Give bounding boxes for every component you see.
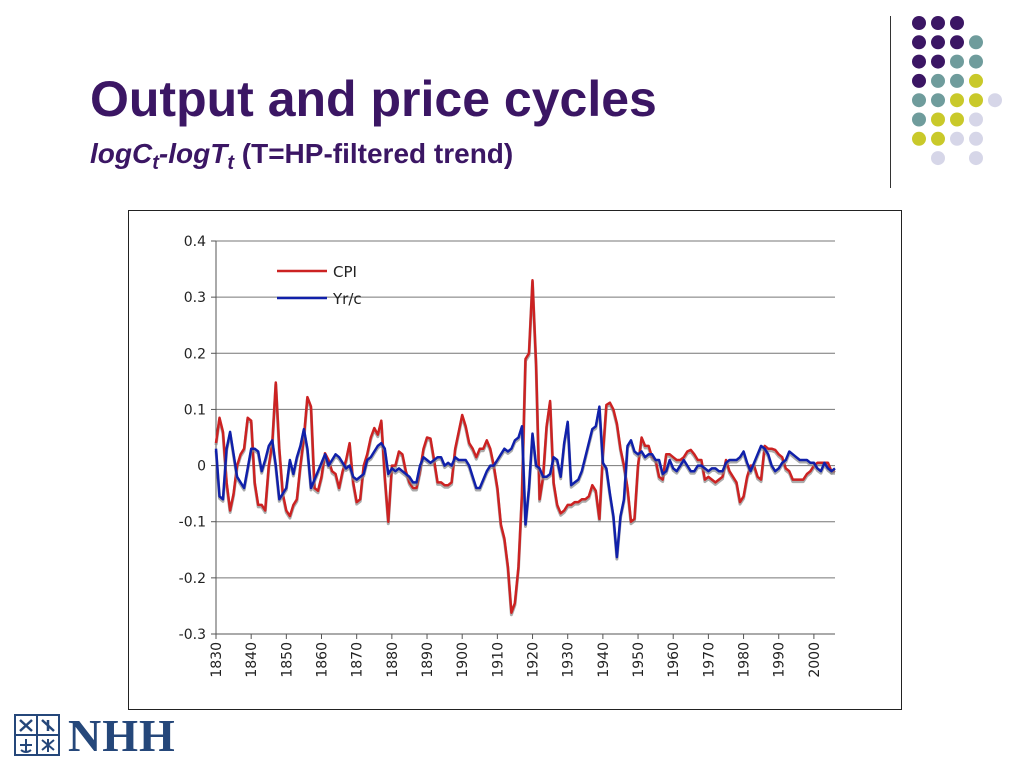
series-line-cpi bbox=[214, 279, 835, 614]
y-tick-label: 0.1 bbox=[184, 402, 206, 418]
x-tick-label: 1960 bbox=[666, 642, 682, 678]
x-tick-label: 1990 bbox=[772, 642, 788, 678]
y-tick-label: -0.1 bbox=[179, 515, 206, 531]
slide-subtitle: logCt-logTt (T=HP-filtered trend) bbox=[90, 138, 514, 173]
decor-dot bbox=[931, 131, 945, 146]
subtitle-part3: (T=HP-filtered trend) bbox=[233, 138, 514, 169]
slide-title: Output and price cycles bbox=[90, 71, 657, 127]
decor-dot bbox=[950, 73, 964, 88]
decor-dot bbox=[969, 151, 983, 166]
decor-dot bbox=[931, 16, 945, 30]
chart-frame: -0.3 -0.2 -0.1 0 0.1 0.2 0.3 0.4 1830 1840 1850 186… bbox=[128, 210, 902, 710]
decor-dot bbox=[969, 35, 983, 50]
x-tick-label: 1920 bbox=[526, 642, 542, 678]
decor-dot bbox=[912, 131, 926, 146]
decor-dot bbox=[912, 35, 926, 50]
decor-dot bbox=[969, 73, 983, 88]
gridlines bbox=[216, 240, 835, 635]
decor-dot bbox=[912, 73, 926, 88]
decor-dot bbox=[969, 54, 983, 69]
legend: CPI Yr/c bbox=[277, 263, 362, 308]
decor-dot bbox=[950, 54, 964, 69]
subtitle-part1: logC bbox=[90, 138, 153, 169]
decor-dot bbox=[969, 112, 983, 127]
y-tick-label: 0.3 bbox=[184, 290, 206, 306]
x-tick-label: 1830 bbox=[209, 642, 225, 678]
nhh-logo: NHH bbox=[14, 712, 184, 760]
decor-dot bbox=[931, 54, 945, 69]
x-tick-label: 1910 bbox=[490, 642, 506, 678]
x-tick-label: 1870 bbox=[350, 642, 366, 678]
subtitle-part2: -logT bbox=[158, 138, 228, 169]
x-tick-label: 1980 bbox=[737, 642, 753, 678]
y-tick-label: 0.4 bbox=[184, 234, 206, 250]
series-line-shadow bbox=[214, 280, 835, 617]
y-tick-label: 0.2 bbox=[184, 346, 206, 362]
logo-text: NHH bbox=[68, 710, 176, 761]
x-tick-label: 1860 bbox=[315, 642, 331, 678]
decor-dot bbox=[912, 54, 926, 69]
decor-dot bbox=[969, 131, 983, 146]
decor-dot bbox=[988, 93, 1002, 108]
decor-dot bbox=[950, 112, 964, 127]
x-tick-label: 1900 bbox=[455, 642, 471, 678]
decor-dot bbox=[969, 93, 983, 108]
x-tick-label: 2000 bbox=[807, 642, 823, 678]
line-chart: -0.3 -0.2 -0.1 0 0.1 0.2 0.3 0.4 1830 1840 1850 186… bbox=[179, 234, 836, 678]
decor-dot bbox=[912, 16, 926, 30]
legend-label: Yr/c bbox=[332, 290, 362, 308]
decor-dot bbox=[950, 93, 964, 108]
axes: -0.3 -0.2 -0.1 0 0.1 0.2 0.3 0.4 1830 1840 1850 186… bbox=[179, 234, 835, 678]
y-tick-label: 0 bbox=[197, 459, 206, 475]
legend-label: CPI bbox=[333, 263, 357, 281]
x-tick-label: 1940 bbox=[596, 642, 612, 678]
x-tick-label: 1840 bbox=[244, 642, 260, 678]
subtitle-sub1: t bbox=[152, 152, 159, 174]
x-tick-label: 1970 bbox=[701, 642, 717, 678]
x-tick-label: 1890 bbox=[420, 642, 436, 678]
decor-dot bbox=[931, 112, 945, 127]
decorative-dot-grid bbox=[912, 16, 1002, 166]
x-tick-label: 1880 bbox=[385, 642, 401, 678]
decor-dot bbox=[950, 35, 964, 50]
decor-dot bbox=[931, 151, 945, 166]
subtitle-sub2: t bbox=[227, 152, 234, 174]
decor-dot bbox=[931, 93, 945, 108]
header-divider bbox=[890, 16, 891, 188]
decor-dot bbox=[912, 93, 926, 108]
crest-icon bbox=[14, 714, 60, 756]
decor-dot bbox=[950, 131, 964, 146]
x-tick-label: 1850 bbox=[279, 642, 295, 678]
y-tick-label: -0.3 bbox=[179, 627, 206, 643]
decor-dot bbox=[912, 112, 926, 127]
decor-dot bbox=[931, 35, 945, 50]
x-tick-label: 1930 bbox=[561, 642, 577, 678]
x-tick-label: 1950 bbox=[631, 642, 647, 678]
y-tick-label: -0.2 bbox=[179, 571, 206, 587]
series-line-yr-c bbox=[214, 405, 836, 559]
series-lines bbox=[214, 279, 836, 617]
series-line-shadow bbox=[214, 407, 836, 561]
decor-dot bbox=[950, 16, 964, 30]
decor-dot bbox=[931, 73, 945, 88]
